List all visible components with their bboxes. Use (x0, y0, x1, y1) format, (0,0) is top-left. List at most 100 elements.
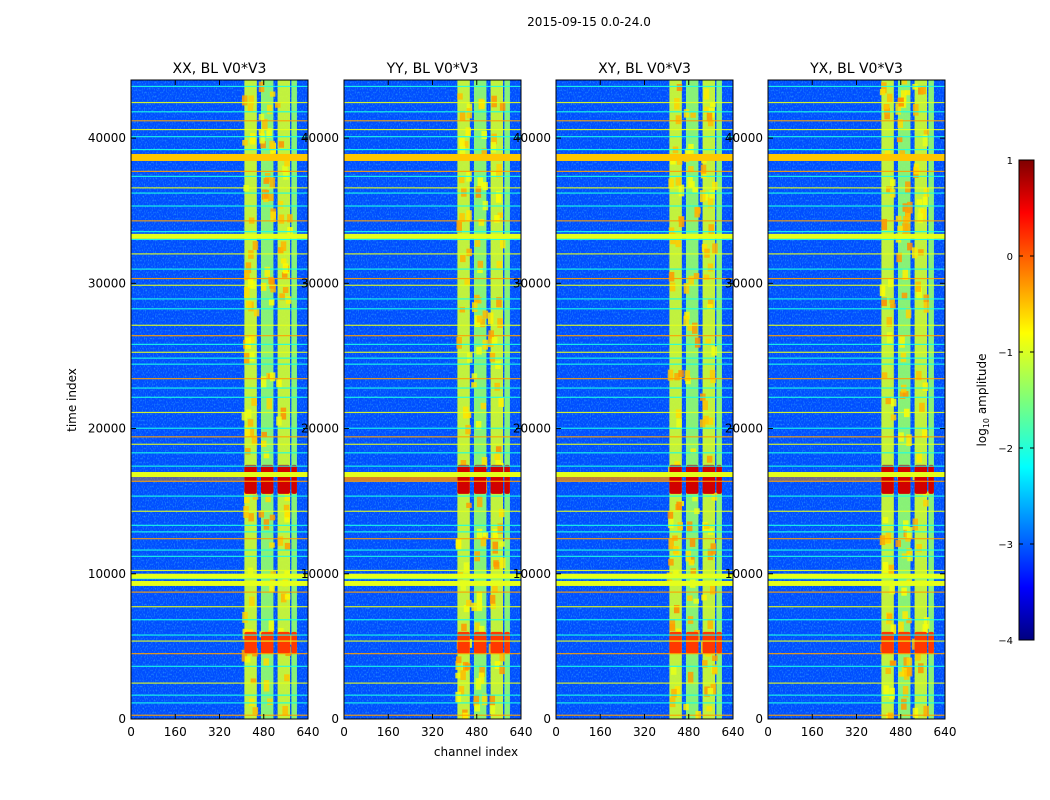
signal-patch (260, 376, 267, 388)
signal-patch (885, 397, 892, 405)
signal-patch (263, 658, 269, 668)
rfi-row (344, 335, 521, 337)
signal-patch (244, 491, 250, 504)
rfi-row (131, 192, 308, 194)
rfi-row (768, 205, 945, 207)
signal-patch (707, 548, 714, 561)
signal-patch (707, 618, 714, 629)
saturated-row (768, 233, 945, 239)
rfi-row (556, 136, 733, 138)
signal-patch (499, 238, 506, 249)
signal-patch (462, 712, 469, 719)
signal-patch (265, 494, 271, 503)
signal-patch (712, 243, 718, 254)
signal-patch (669, 697, 676, 708)
rfi-row (768, 136, 945, 138)
signal-patch (277, 247, 284, 255)
signal-patch (481, 693, 488, 706)
signal-patch (247, 419, 254, 427)
rfi-row (556, 343, 733, 345)
saturated-row (131, 153, 308, 161)
signal-patch (882, 517, 889, 524)
signal-patch (284, 512, 290, 523)
rfi-row (556, 640, 733, 642)
rfi-row (131, 120, 308, 122)
rfi-row (556, 443, 733, 445)
signal-patch (480, 402, 487, 410)
signal-patch (284, 542, 291, 551)
rfi-row (344, 591, 521, 593)
signal-patch (476, 528, 483, 539)
signal-patch (488, 336, 494, 348)
signal-patch (922, 429, 928, 438)
rfi-row (556, 253, 733, 255)
signal-patch (674, 373, 680, 381)
signal-patch (918, 663, 924, 674)
signal-patch (883, 104, 889, 110)
signal-patch (708, 107, 715, 118)
signal-patch (712, 655, 718, 662)
signal-patch (253, 308, 260, 317)
signal-patch (670, 666, 677, 675)
signal-patch (675, 115, 682, 125)
rfi-row (768, 591, 945, 593)
rfi-row (131, 351, 308, 353)
rfi-row (556, 357, 733, 359)
signal-patch (906, 657, 913, 666)
signal-patch (455, 538, 462, 550)
rfi-row (131, 510, 308, 512)
rfi-row (344, 136, 521, 138)
signal-patch (465, 424, 471, 435)
signal-patch (466, 210, 472, 222)
signal-patch (693, 598, 699, 604)
signal-patch (916, 287, 922, 300)
signal-patch (667, 510, 674, 519)
rfi-row (556, 465, 733, 467)
signal-patch (684, 311, 690, 320)
strong-signal (685, 464, 699, 494)
panel-yy: YY, BL V0*V3 0 160 320 480 640 0 10000 20000 3000… (301, 61, 533, 739)
rfi-row (768, 128, 945, 131)
signal-patch (497, 212, 504, 218)
saturated-row (131, 580, 308, 586)
y-tick-label: 20000 (725, 422, 763, 436)
rfi-row (344, 120, 521, 122)
signal-patch (901, 292, 908, 300)
rfi-row (768, 606, 945, 608)
signal-patch (887, 712, 894, 719)
rfi-row (344, 411, 521, 414)
rfi-row (131, 694, 308, 696)
signal-patch (459, 307, 466, 313)
signal-patch (694, 337, 701, 348)
rfi-row (768, 148, 945, 151)
signal-patch (919, 402, 925, 413)
rfi-row (768, 682, 945, 684)
y-tick-label: 30000 (725, 276, 763, 290)
strong-signal (504, 631, 510, 654)
signal-patch (687, 177, 693, 188)
signal-patch (683, 109, 690, 118)
signal-patch (282, 165, 288, 173)
y-tick-label: 40000 (88, 131, 126, 145)
rfi-row (556, 387, 733, 389)
strong-signal (914, 631, 928, 654)
signal-patch (918, 249, 924, 256)
signal-patch (709, 584, 716, 595)
strong-signal (702, 464, 716, 494)
signal-patch (701, 243, 708, 252)
signal-patch (266, 128, 272, 139)
rfi-row (131, 335, 308, 337)
signal-patch (466, 248, 472, 257)
signal-patch (278, 141, 285, 148)
colorbar-tick-label: 0 (1007, 252, 1013, 263)
signal-patch (695, 207, 701, 214)
rfi-row (556, 665, 733, 667)
rfi-row (344, 268, 521, 270)
strong-signal (457, 464, 470, 494)
strong-signal (490, 464, 504, 494)
rfi-row (344, 510, 521, 512)
signal-patch (700, 170, 707, 179)
signal-patch (499, 541, 505, 547)
rfi-row (768, 335, 945, 337)
x-tick-label: 160 (377, 725, 400, 739)
